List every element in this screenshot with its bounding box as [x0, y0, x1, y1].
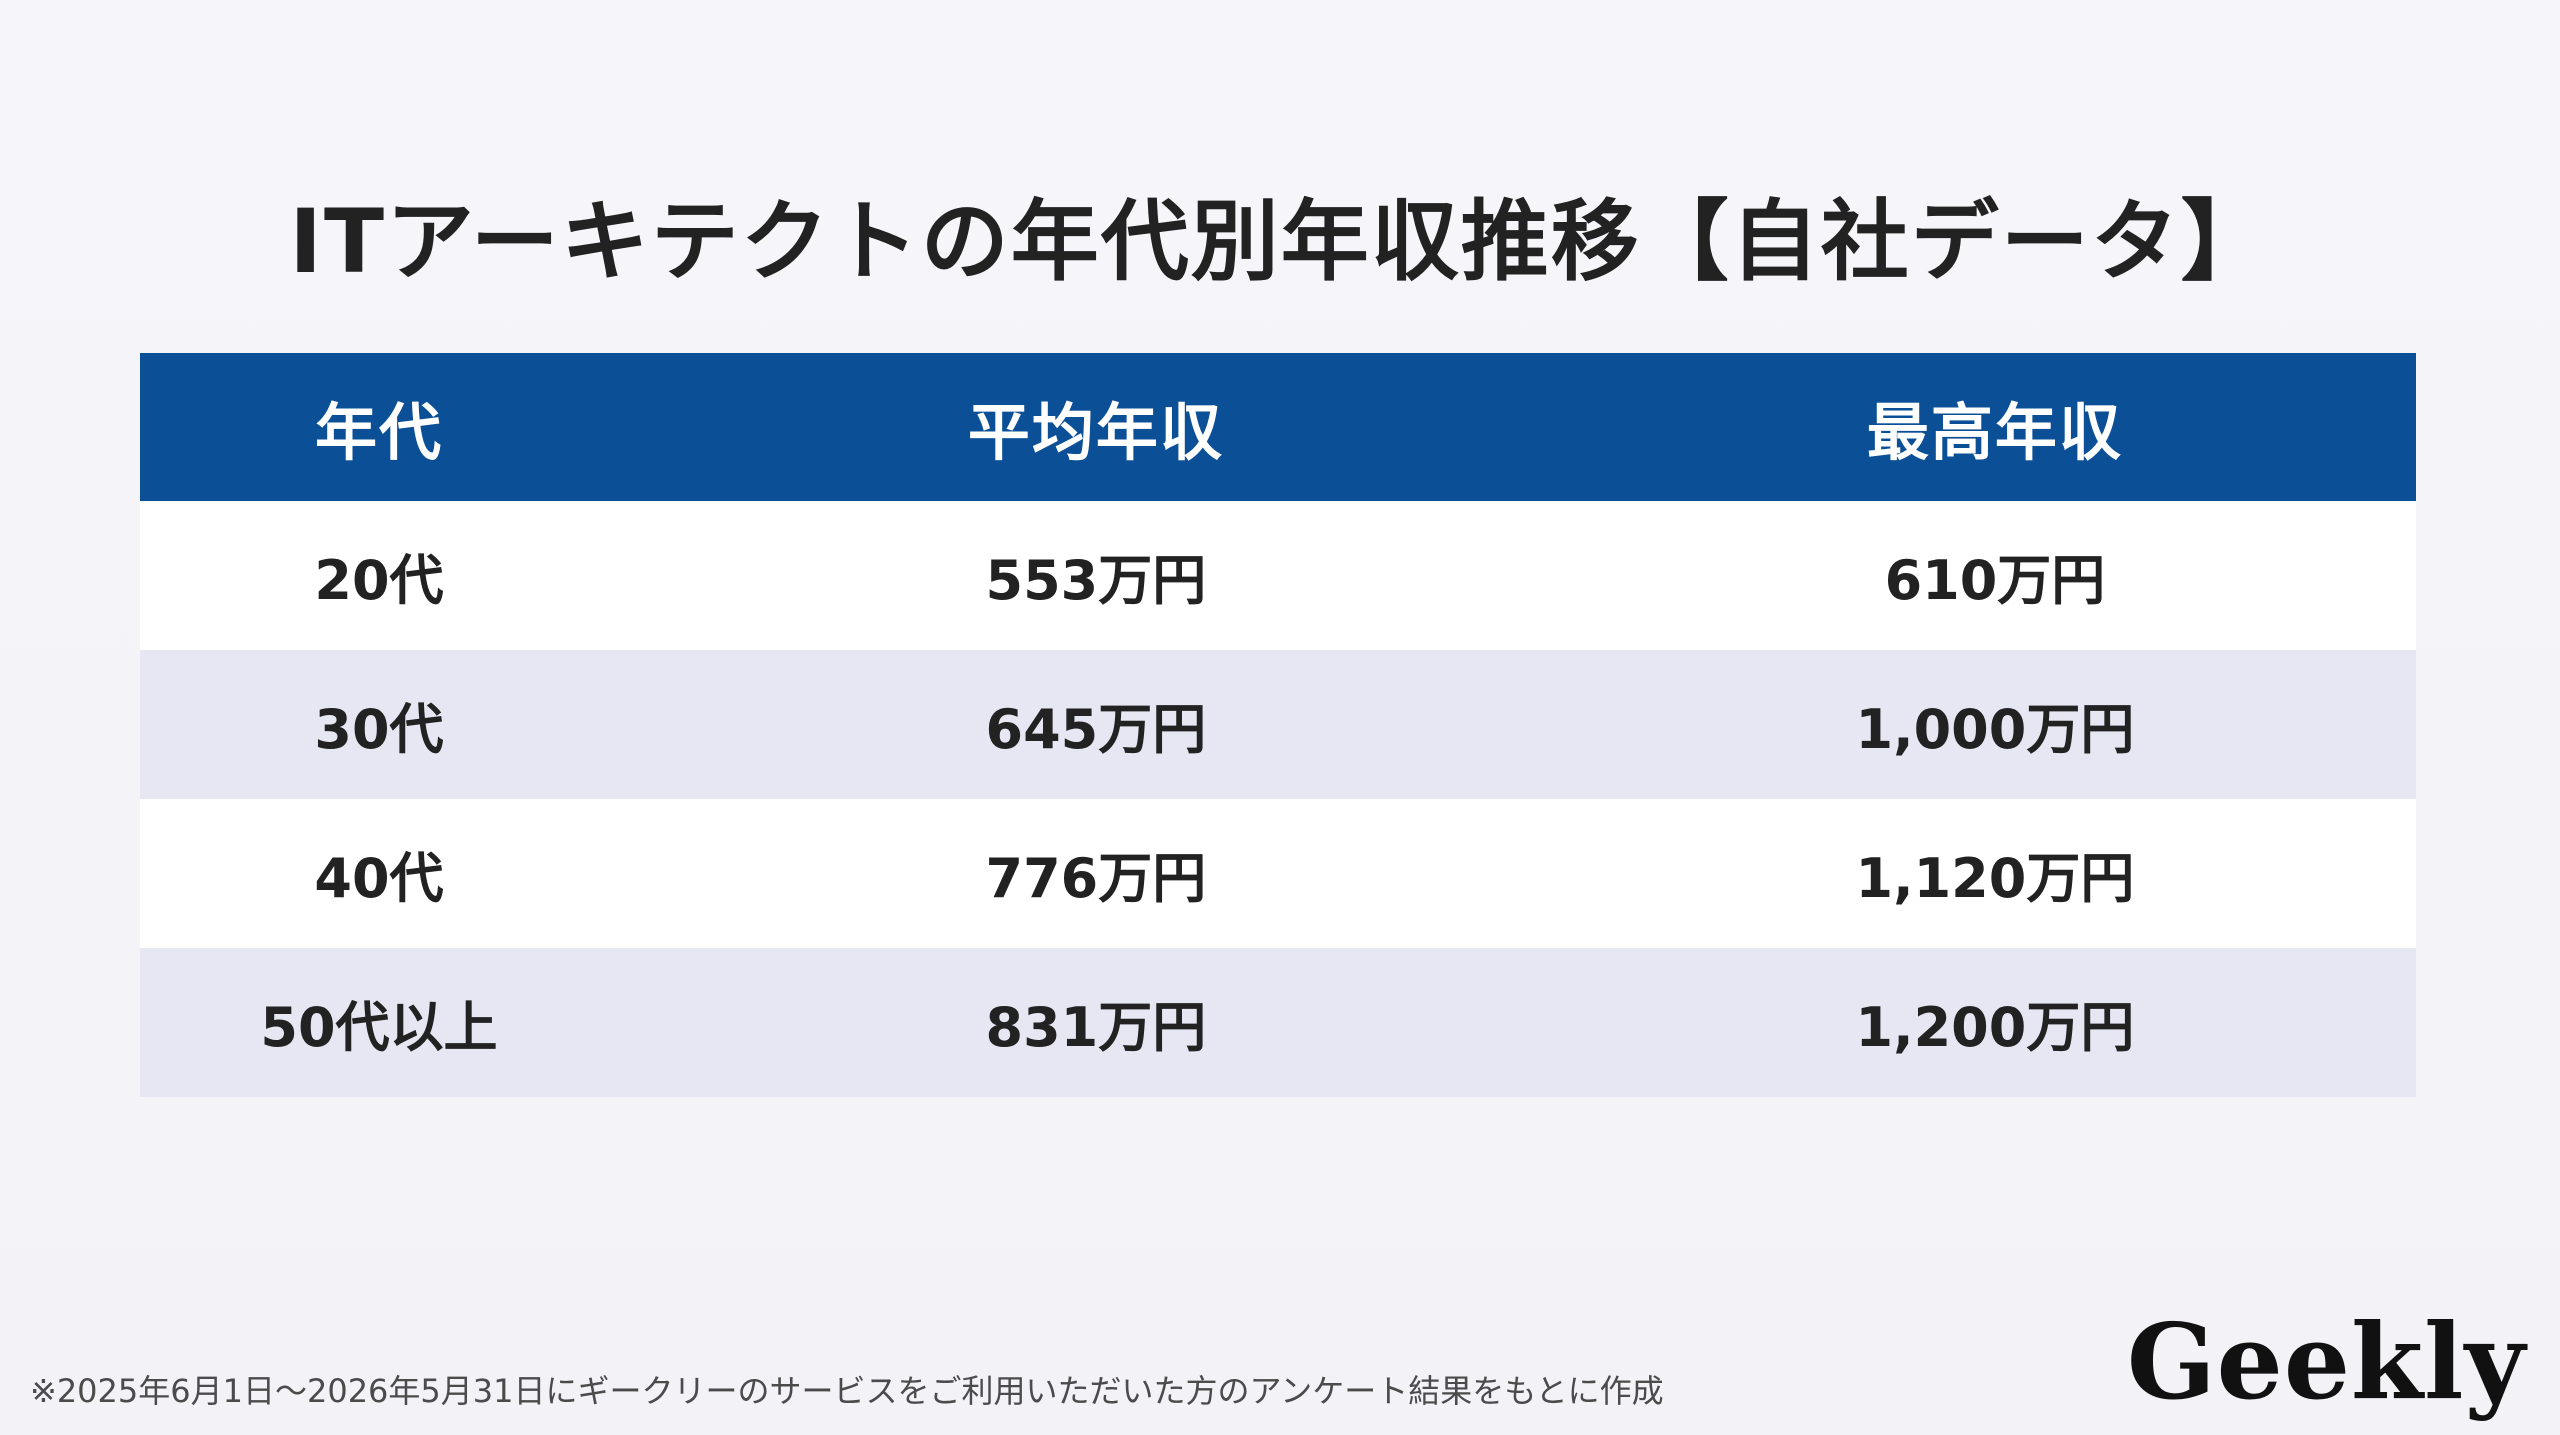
geekly-logo: Geekly [2126, 1300, 2526, 1423]
cell-average-salary: 776万円 [617, 799, 1574, 948]
cell-average-salary: 645万円 [617, 650, 1574, 799]
cell-average-salary: 831万円 [617, 948, 1574, 1097]
header-max-salary: 最高年収 [1573, 353, 2416, 501]
salary-table: 年代 平均年収 最高年収 20代 553万円 610万円 30代 645万円 1… [140, 353, 2416, 1097]
salary-table-container: 年代 平均年収 最高年収 20代 553万円 610万円 30代 645万円 1… [140, 353, 2416, 1097]
table-row: 40代 776万円 1,120万円 [140, 799, 2416, 948]
table-row: 50代以上 831万円 1,200万円 [140, 948, 2416, 1097]
header-average-salary: 平均年収 [617, 353, 1574, 501]
cell-max-salary: 1,120万円 [1573, 799, 2416, 948]
footnote: ※2025年6月1日～2026年5月31日にギークリーのサービスをご利用いただい… [30, 1372, 1664, 1410]
cell-age-group: 20代 [140, 501, 618, 650]
cell-max-salary: 1,000万円 [1573, 650, 2416, 799]
cell-age-group: 30代 [140, 650, 618, 799]
table-header-row: 年代 平均年収 最高年収 [140, 353, 2416, 501]
table-row: 30代 645万円 1,000万円 [140, 650, 2416, 799]
cell-max-salary: 610万円 [1573, 501, 2416, 650]
table-row: 20代 553万円 610万円 [140, 501, 2416, 650]
page-title: ITアーキテクトの年代別年収推移【自社データ】 [289, 189, 2271, 293]
cell-age-group: 40代 [140, 799, 618, 948]
cell-average-salary: 553万円 [617, 501, 1574, 650]
cell-age-group: 50代以上 [140, 948, 618, 1097]
header-age-group: 年代 [140, 353, 618, 501]
cell-max-salary: 1,200万円 [1573, 948, 2416, 1097]
